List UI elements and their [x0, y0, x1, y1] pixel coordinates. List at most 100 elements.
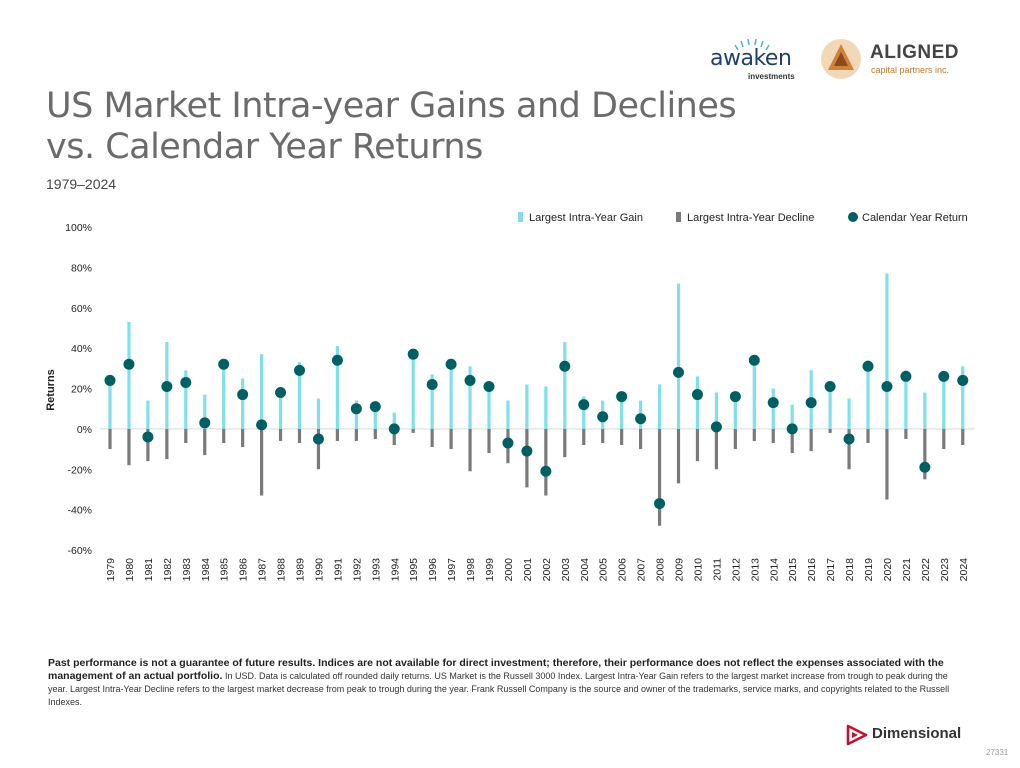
- awaken-logo-subtext: investments: [748, 72, 795, 81]
- y-tick-label: 80%: [71, 262, 92, 274]
- x-tick-label: 2019: [863, 558, 875, 582]
- x-tick-label: 1994: [389, 558, 401, 582]
- chart-legend: Largest Intra-Year Gain Largest Intra-Ye…: [518, 212, 968, 224]
- title-line-2: vs. Calendar Year Returns: [46, 127, 483, 167]
- y-tick-label: 60%: [71, 303, 92, 315]
- gain-bar: [790, 404, 794, 429]
- calendar-return-dot: [294, 364, 305, 376]
- decline-bar: [525, 428, 529, 488]
- x-tick-label: 2009: [674, 558, 686, 582]
- decline-bar: [714, 428, 718, 470]
- x-tick-label: 2021: [901, 558, 913, 582]
- x-tick-label: 2004: [579, 558, 591, 582]
- decline-bar: [582, 428, 586, 446]
- y-axis-ticks: -60% -40% -20% 0% 20% 40% 60% 80% 100%: [65, 222, 92, 557]
- calendar-return-dot: [180, 376, 192, 388]
- calendar-return-dot: [388, 423, 400, 435]
- calendar-return-dot: [559, 360, 571, 372]
- x-tick-label: 1993: [370, 558, 382, 582]
- legend-swatch-gain: [518, 212, 523, 222]
- decline-bar: [885, 428, 889, 500]
- x-tick-label: 1991: [332, 558, 344, 582]
- x-tick-label: 2015: [787, 558, 799, 582]
- returns-chart: Largest Intra-Year Gain Largest Intra-Ye…: [45, 212, 975, 582]
- gain-bar: [923, 392, 927, 429]
- gain-bar: [203, 394, 207, 429]
- decline-bar: [430, 428, 434, 448]
- calendar-return-dot: [426, 378, 438, 390]
- x-tick-label: 1986: [238, 558, 250, 582]
- decline-bar: [809, 428, 813, 452]
- dimensional-logo-icon: [846, 724, 868, 746]
- decline-bar: [676, 428, 681, 484]
- x-tick-label: 2024: [958, 558, 970, 582]
- calendar-return-dot: [843, 433, 855, 445]
- decline-bar: [828, 428, 832, 433]
- decline-bar: [335, 428, 339, 441]
- disclaimer-regular: In USD. Data is calculated off rounded d…: [48, 671, 950, 707]
- calendar-return-dot: [729, 391, 741, 403]
- legend-swatch-decline: [676, 212, 681, 222]
- calendar-return-dot: [691, 389, 703, 401]
- gain-bar: [487, 384, 491, 429]
- x-tick-label: 1995: [408, 558, 420, 582]
- gain-bar: [525, 384, 529, 429]
- gain-bar: [184, 370, 188, 429]
- decline-bar: [847, 428, 851, 470]
- decline-bar: [146, 428, 150, 462]
- calendar-return-dot: [464, 374, 476, 386]
- decline-bar: [468, 428, 472, 472]
- calendar-return-dot: [767, 397, 779, 409]
- gain-bar: [904, 370, 908, 429]
- x-tick-label: 1982: [162, 558, 174, 582]
- decline-bar: [487, 428, 491, 454]
- calendar-return-dot: [786, 423, 798, 435]
- calendar-year-markers: [104, 348, 969, 510]
- calendar-return-dot: [578, 399, 590, 411]
- decline-bar: [733, 428, 737, 450]
- x-tick-label: 1992: [351, 558, 363, 582]
- calendar-return-dot: [275, 387, 287, 399]
- y-axis-title: Returns: [45, 369, 57, 411]
- calendar-return-dot: [635, 413, 647, 425]
- y-tick-label: 0%: [77, 424, 92, 436]
- decline-bars: [108, 428, 965, 526]
- title-line-1: US Market Intra-year Gains and Declines: [46, 86, 737, 126]
- x-tick-label: 2010: [692, 558, 704, 582]
- calendar-return-dot: [900, 370, 912, 382]
- decline-bar: [620, 428, 624, 446]
- y-tick-label: 20%: [71, 384, 92, 396]
- calendar-return-dot: [540, 465, 552, 477]
- legend-label-decline: Largest Intra-Year Decline: [687, 212, 814, 224]
- calendar-return-dot: [805, 397, 817, 409]
- calendar-return-dot: [483, 380, 495, 392]
- x-tick-label: 1985: [219, 558, 231, 582]
- gain-bar: [866, 360, 870, 429]
- x-tick-label: 1983: [181, 558, 193, 582]
- x-tick-label: 2002: [541, 558, 553, 582]
- page-subtitle: 1979–2024: [46, 176, 117, 192]
- x-tick-label: 1997: [446, 558, 458, 582]
- calendar-return-dot: [616, 391, 628, 403]
- decline-bar: [449, 428, 453, 450]
- x-tick-label: 1998: [465, 558, 477, 582]
- decline-bar: [297, 428, 302, 444]
- x-tick-label: 2005: [598, 558, 610, 582]
- gain-bar: [392, 412, 396, 429]
- x-tick-label: 1990: [313, 558, 325, 582]
- gain-bar: [222, 362, 226, 429]
- calendar-return-dot: [123, 358, 135, 370]
- decline-bar: [127, 428, 131, 466]
- x-tick-label: 1999: [484, 558, 496, 582]
- x-axis-year-labels: 1979 1980 1981 1982 1983 1984 1985 1986 1987 1988…: [105, 558, 970, 582]
- calendar-return-dot: [445, 358, 457, 370]
- disclaimer-text: Past performance is not a guarantee of f…: [48, 657, 968, 709]
- decline-bar: [316, 428, 321, 470]
- gain-bar: [695, 376, 700, 429]
- decline-bar: [639, 428, 643, 450]
- decline-bar: [241, 428, 245, 448]
- decline-bar: [904, 428, 908, 439]
- calendar-return-dot: [218, 358, 230, 370]
- awaken-logo-icon: [734, 38, 770, 51]
- decline-bar: [563, 428, 567, 458]
